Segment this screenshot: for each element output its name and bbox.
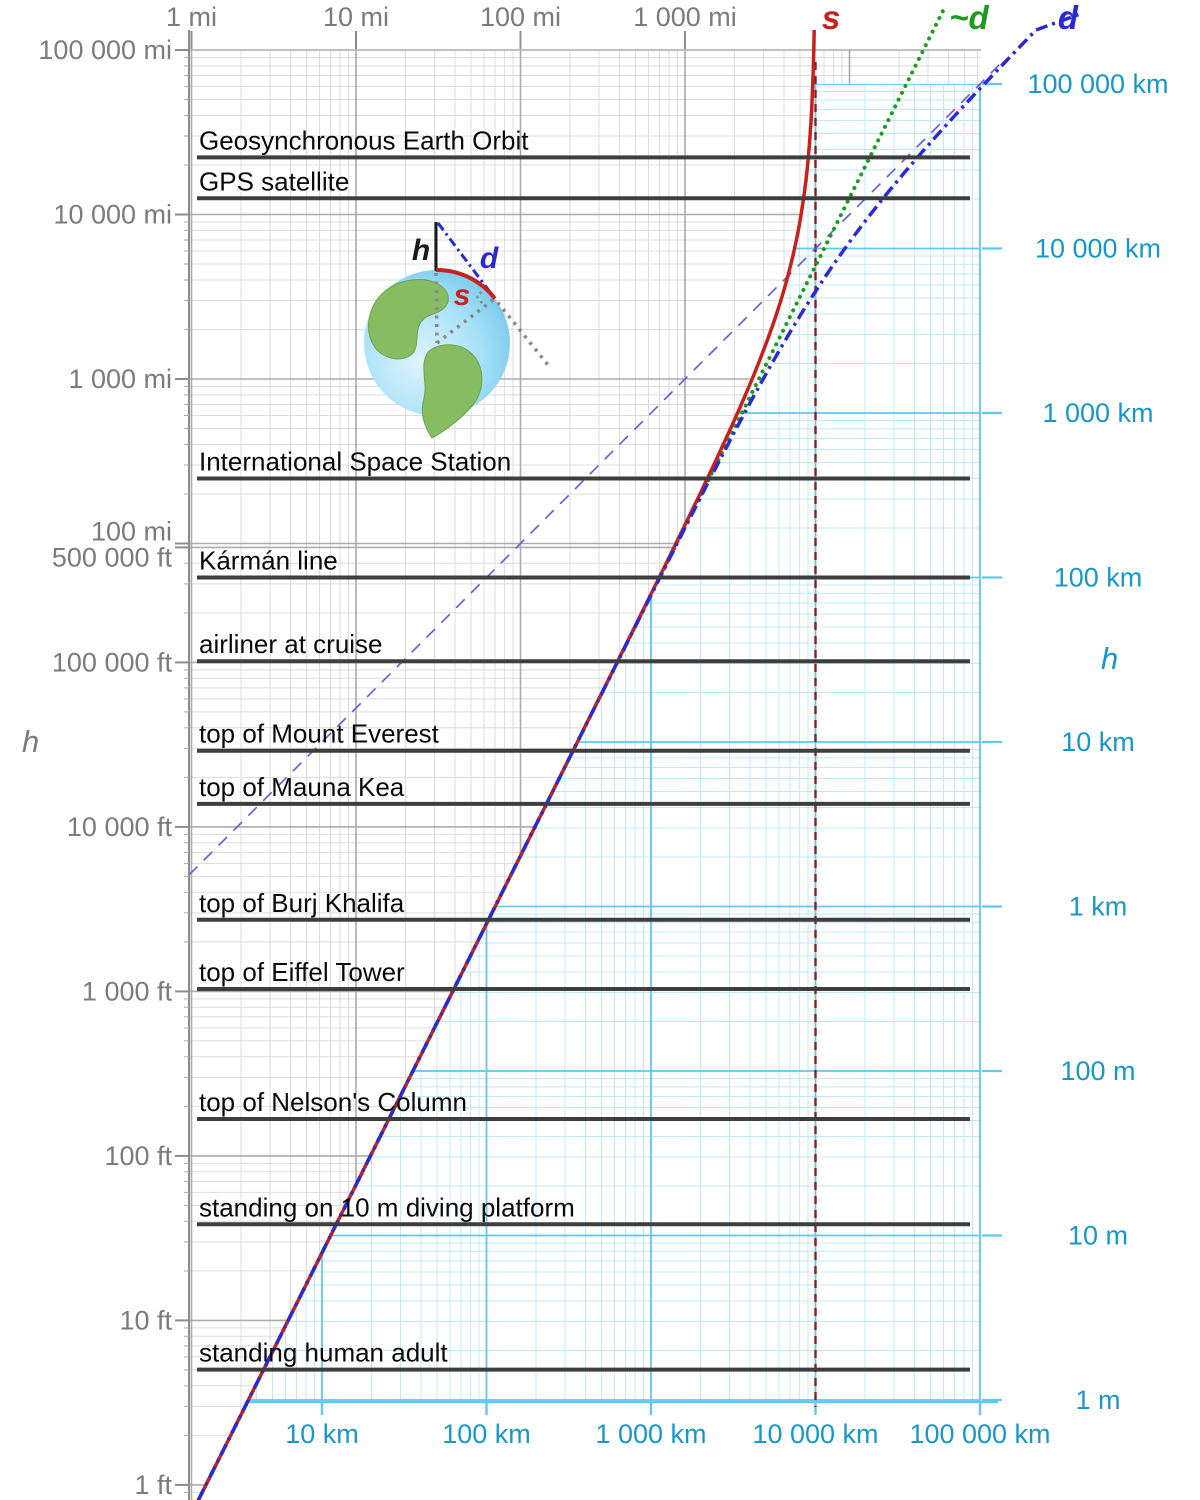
curve-label-d: d bbox=[1058, 0, 1079, 36]
y-axis-left-tick-label: 100 000 mi bbox=[38, 35, 172, 65]
inset-s-arc bbox=[435, 267, 497, 300]
x-axis-top-tick-label: 1 mi bbox=[166, 2, 217, 32]
reference-line: top of Burj Khalifa bbox=[197, 888, 970, 922]
reference-line: Geosynchronous Earth Orbit bbox=[197, 125, 970, 160]
reference-line: top of Mount Everest bbox=[197, 719, 970, 753]
earth-landmass-south bbox=[421, 344, 483, 439]
reference-line-label: top of Nelson's Column bbox=[199, 1087, 467, 1117]
reference-line-label: standing human adult bbox=[199, 1338, 448, 1368]
y-axis-right-tick-label: 100 000 km bbox=[1027, 69, 1168, 99]
reference-lines: Geosynchronous Earth Orbit GPS satellite I… bbox=[197, 125, 970, 1372]
y-axis-left-tick-label: 10 000 mi bbox=[53, 200, 172, 230]
reference-line: top of Mauna Kea bbox=[197, 772, 970, 806]
reference-line-label: Kármán line bbox=[199, 546, 338, 576]
inset-radius-to-tangent-dotted bbox=[435, 297, 496, 345]
inset-s-label: s bbox=[454, 279, 471, 312]
y-axis-right-tick-label: 10 km bbox=[1061, 727, 1135, 757]
reference-line-label: top of Burj Khalifa bbox=[199, 888, 405, 918]
x-axis-bottom-tick-label: 10 000 km bbox=[752, 1419, 878, 1449]
y-axis-left-tick-label: 500 000 ft bbox=[52, 542, 173, 572]
reference-line: top of Nelson's Column bbox=[197, 1087, 970, 1121]
reference-line-label: International Space Station bbox=[199, 447, 511, 477]
y-axis-right-tick-label: 100 km bbox=[1054, 563, 1143, 593]
x-axis-top-tick-label: 1 000 mi bbox=[633, 2, 737, 32]
inset-radius-vertical-dotted bbox=[434, 272, 439, 344]
reference-line: Kármán line bbox=[197, 546, 970, 580]
y-axis-left-tick-label: 1 000 ft bbox=[82, 976, 173, 1006]
reference-line-label: top of Eiffel Tower bbox=[199, 957, 405, 987]
y-axis-right-tick-label: 10 m bbox=[1068, 1221, 1128, 1251]
y-axis-left-tick-label: 10 ft bbox=[119, 1305, 172, 1335]
y-axis-right-tick-label: 100 m bbox=[1060, 1056, 1135, 1086]
y-axis-left-tick-label: 10 000 ft bbox=[67, 812, 173, 842]
y-axis-left-tick-label: 1 ft bbox=[134, 1470, 172, 1500]
reference-line-label: airliner at cruise bbox=[199, 629, 383, 659]
x-axis-top-tick-label: 10 mi bbox=[323, 2, 389, 32]
inset-d-label: d bbox=[480, 242, 499, 275]
reference-line: standing on 10 m diving platform bbox=[197, 1192, 970, 1227]
d-equals-h-line bbox=[188, 58, 1006, 876]
inset-h-label: h bbox=[412, 234, 430, 267]
y-axis-left-tick-label: 100 mi bbox=[91, 517, 172, 547]
x-axis-bottom-tick-label: 10 km bbox=[285, 1419, 359, 1449]
reference-line-label: Geosynchronous Earth Orbit bbox=[199, 125, 529, 155]
reference-line: top of Eiffel Tower bbox=[197, 957, 970, 991]
reference-line: airliner at cruise bbox=[197, 629, 970, 664]
x-axis-top-tick-label: 100 mi bbox=[480, 2, 561, 32]
y-axis-left-tick-label: 100 000 ft bbox=[52, 647, 173, 677]
curve-label-approx-d: ~d bbox=[949, 0, 989, 36]
x-axis-bottom-tick-label: 100 km bbox=[442, 1419, 531, 1449]
reference-line-label: GPS satellite bbox=[199, 166, 349, 196]
earth-inset-diagram: h d s bbox=[364, 222, 550, 439]
y-axis-left-tick-label: 100 ft bbox=[104, 1141, 172, 1171]
inset-right-angle-mark bbox=[474, 287, 488, 308]
y-axis-right-tick-label: 1 km bbox=[1069, 892, 1128, 922]
metric-axes: 10 km 100 km 1 000 km 10 000 km 100 000 km 10… bbox=[247, 69, 1169, 1449]
reference-line: GPS satellite bbox=[197, 166, 970, 201]
reference-line: International Space Station bbox=[197, 447, 970, 481]
reference-line-label: top of Mauna Kea bbox=[199, 772, 405, 802]
x-axis-bottom-tick-label: 100 000 km bbox=[909, 1419, 1050, 1449]
earth-landmass-north bbox=[368, 279, 449, 360]
curve-d bbox=[196, 12, 1081, 1500]
reference-line: standing human adult bbox=[197, 1338, 970, 1372]
y-axis-right-tick-label: 1 000 km bbox=[1042, 398, 1153, 428]
curve-label-s: s bbox=[822, 0, 840, 36]
y-axis-right-tick-label: 1 m bbox=[1075, 1385, 1120, 1415]
reference-line-label: top of Mount Everest bbox=[199, 719, 440, 749]
reference-line-label: standing on 10 m diving platform bbox=[199, 1192, 575, 1222]
x-axis-bottom-tick-label: 1 000 km bbox=[595, 1419, 706, 1449]
y-axis-right-tick-label: 10 000 km bbox=[1035, 234, 1161, 264]
y-axis-title-right: h bbox=[1101, 641, 1118, 676]
curve-s bbox=[196, 29, 816, 1500]
y-axis-title-left: h bbox=[22, 724, 39, 759]
y-axis-left-tick-label: 1 000 mi bbox=[68, 364, 172, 394]
